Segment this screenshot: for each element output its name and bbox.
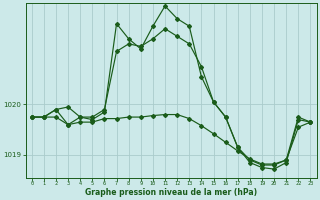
X-axis label: Graphe pression niveau de la mer (hPa): Graphe pression niveau de la mer (hPa) [85,188,257,197]
